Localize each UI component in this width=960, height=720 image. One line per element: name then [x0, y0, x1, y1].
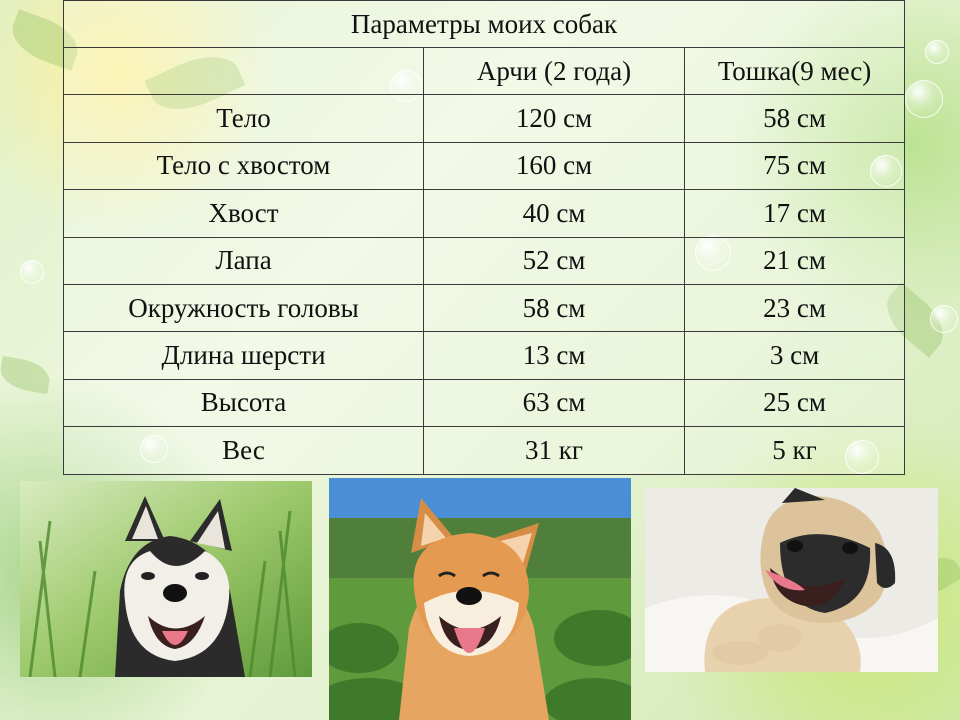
header-cell-toshka: Тошка(9 мес): [683, 46, 906, 96]
row-label: Длина шерсти: [63, 331, 424, 380]
bubble-decoration: [925, 40, 949, 64]
row-label: Окружность головы: [63, 283, 424, 333]
cell-toshka: 58 см: [683, 94, 906, 143]
cell-toshka: 3 см: [683, 331, 906, 380]
cell-archie: 52 см: [423, 236, 685, 285]
cell-toshka: 25 см: [683, 378, 906, 428]
shiba-image: [329, 478, 631, 720]
header-cell-archie: Арчи (2 года): [423, 46, 685, 96]
table-row: Хвост 40 см 17 см: [63, 189, 906, 238]
pug-image: [645, 488, 938, 672]
husky-image: [20, 481, 312, 677]
cell-archie: 13 см: [423, 331, 685, 380]
cell-toshka: 5 кг: [683, 426, 906, 475]
cell-toshka: 23 см: [683, 283, 906, 333]
table-title-row: Параметры моих собак: [62, 0, 906, 48]
cell-toshka: 17 см: [683, 189, 906, 238]
cell-archie: 63 см: [423, 378, 685, 428]
cell-toshka: 75 см: [683, 141, 906, 191]
table-row: Тело 120 см 58 см: [63, 94, 906, 143]
cell-archie: 31 кг: [423, 426, 685, 475]
row-label: Лапа: [63, 236, 424, 285]
table-row: Вес 31 кг 5 кг: [63, 426, 906, 475]
table-row: Высота 63 см 25 см: [63, 378, 906, 428]
bubble-decoration: [905, 80, 943, 118]
table-row: Окружность головы 58 см 23 см: [63, 283, 906, 333]
table-header-row: Арчи (2 года) Тошка(9 мес): [63, 46, 906, 96]
shiba-photo: [329, 478, 631, 720]
table-row: Длина шерсти 13 см 3 см: [63, 331, 906, 380]
row-label: Хвост: [63, 189, 424, 238]
row-label: Тело: [63, 94, 424, 143]
row-label: Тело с хвостом: [63, 141, 424, 191]
dog-parameters-table: Параметры моих собак Арчи (2 года) Тошка…: [62, 0, 906, 475]
bubble-decoration: [20, 260, 44, 284]
bubble-decoration: [930, 305, 958, 333]
table-title: Параметры моих собак: [62, 0, 906, 48]
cell-archie: 120 см: [423, 94, 685, 143]
cell-archie: 58 см: [423, 283, 685, 333]
leaf-decoration: [0, 355, 53, 395]
row-label: Высота: [63, 378, 424, 428]
table-row: Лапа 52 см 21 см: [63, 236, 906, 285]
header-cell-empty: [63, 46, 424, 96]
husky-photo: [20, 481, 312, 677]
table-body: Параметры моих собак Арчи (2 года) Тошка…: [62, 0, 906, 475]
table-row: Тело с хвостом 160 см 75 см: [63, 141, 906, 191]
cell-archie: 160 см: [423, 141, 685, 191]
pug-photo: [645, 488, 938, 672]
cell-archie: 40 см: [423, 189, 685, 238]
row-label: Вес: [63, 426, 424, 475]
cell-toshka: 21 см: [683, 236, 906, 285]
